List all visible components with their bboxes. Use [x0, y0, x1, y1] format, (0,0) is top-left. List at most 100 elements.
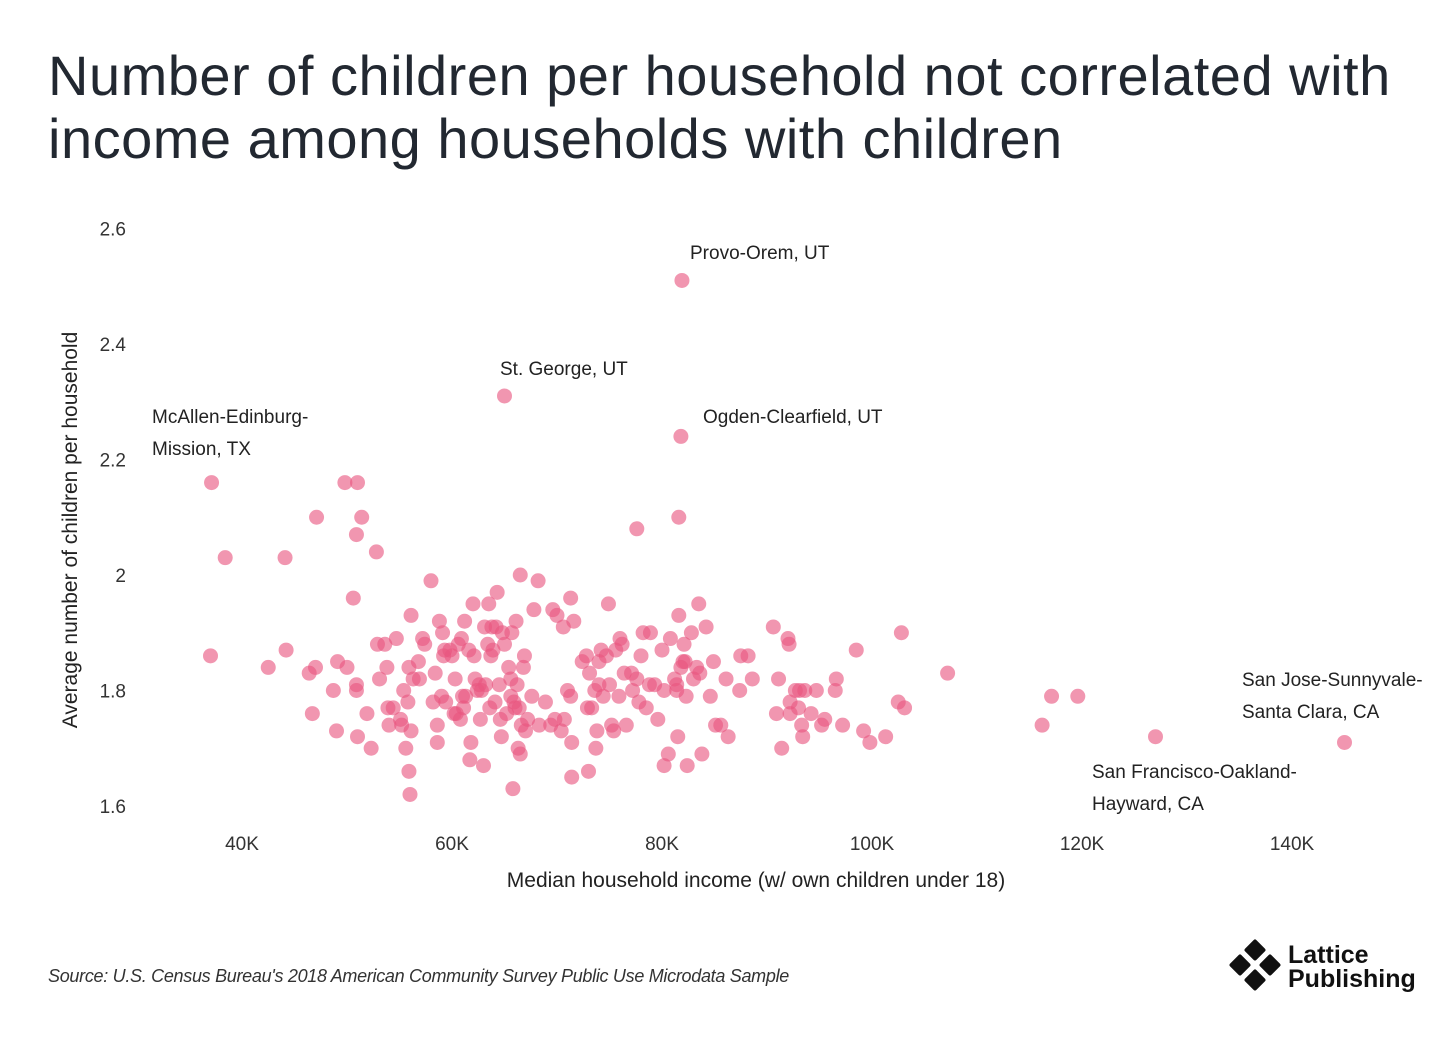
y-tick-label: 2.2: [100, 451, 126, 472]
data-point: [827, 683, 843, 698]
data-point: [476, 758, 491, 774]
data-point: [401, 763, 417, 779]
data-point: [564, 734, 580, 750]
data-point: [660, 746, 676, 762]
data-point: [671, 607, 687, 623]
data-point: [629, 521, 645, 537]
data-point: [530, 573, 546, 589]
data-point: [1034, 717, 1050, 733]
data-point: [629, 671, 645, 687]
data-point: [674, 272, 690, 288]
x-tick-label: 120K: [1060, 834, 1105, 855]
data-point: [614, 636, 630, 652]
y-axis-ticks: 1.6 1.8 2 2.2 2.4 2.6: [100, 220, 127, 819]
data-point: [774, 740, 790, 756]
data-point: [512, 567, 528, 583]
data-point: [363, 740, 379, 756]
data-point: [417, 636, 433, 652]
data-point: [563, 688, 579, 704]
data-point: [633, 648, 649, 664]
data-point: [398, 740, 414, 756]
data-point: [602, 677, 617, 693]
data-point: [835, 717, 851, 733]
data-point: [677, 654, 693, 670]
data-point: [671, 509, 687, 525]
data-point: [359, 706, 375, 722]
data-point: [456, 700, 472, 716]
data-point: [511, 700, 527, 716]
data-point: [453, 631, 469, 647]
data-point: [491, 677, 507, 693]
data-point: [591, 677, 607, 693]
data-point: [203, 648, 218, 664]
data-point: [600, 596, 616, 612]
data-point: [584, 700, 600, 716]
annotation-label: St. George, UT: [500, 359, 628, 380]
data-point: [862, 734, 878, 750]
data-point: [478, 677, 494, 693]
data-point: [679, 758, 695, 774]
data-point: [509, 677, 525, 693]
data-point: [673, 428, 689, 444]
data-point: [348, 683, 364, 698]
data-point: [791, 700, 806, 716]
data-point: [814, 717, 830, 733]
annotation-label: Ogden-Clearfield, UT: [703, 407, 883, 428]
data-point: [771, 671, 787, 687]
data-point: [520, 711, 536, 727]
data-point: [611, 688, 627, 704]
data-point: [765, 619, 781, 635]
data-point: [515, 659, 531, 675]
x-axis-ticks: 40K 60K 80K 100K 120K 140K: [225, 834, 1314, 855]
data-point: [447, 671, 463, 687]
data-point: [472, 711, 488, 727]
data-point: [277, 550, 293, 566]
data-point: [595, 688, 611, 704]
data-point: [372, 671, 388, 687]
logo-line-1: Lattice: [1288, 941, 1369, 969]
data-point: [732, 683, 748, 698]
source-note: Source: U.S. Census Bureau's 2018 Americ…: [48, 966, 790, 986]
data-point: [1337, 734, 1352, 750]
data-point: [1148, 729, 1163, 745]
data-point: [556, 711, 572, 727]
y-tick-label: 2.6: [100, 220, 126, 241]
data-point: [278, 642, 294, 658]
data-point: [588, 740, 604, 756]
data-point: [438, 694, 454, 710]
data-point: [698, 619, 714, 635]
data-point: [487, 694, 503, 710]
data-point: [435, 625, 451, 641]
data-point: [878, 729, 894, 745]
data-point: [654, 642, 670, 658]
data-point: [429, 717, 445, 733]
data-point: [396, 683, 412, 698]
data-point: [566, 613, 582, 629]
data-point: [650, 711, 666, 727]
data-point: [463, 734, 479, 750]
data-point: [379, 659, 395, 675]
data-point: [808, 683, 824, 698]
data-point: [512, 746, 528, 762]
data-point: [304, 706, 320, 722]
data-point: [828, 671, 844, 687]
data-point: [444, 648, 460, 664]
annotation-label: San Jose-Sunnyvale-Santa Clara, CA: [1242, 670, 1423, 723]
y-axis-label: Average number of children per household: [59, 332, 82, 729]
data-point: [458, 688, 474, 704]
data-point: [524, 688, 540, 704]
data-point: [260, 659, 276, 675]
data-point: [537, 694, 553, 710]
chart-title: Number of children per household not cor…: [48, 44, 1391, 170]
data-point: [403, 723, 419, 739]
data-point: [497, 388, 512, 404]
data-point: [531, 717, 547, 733]
data-point: [691, 596, 707, 612]
data-point: [794, 717, 810, 733]
data-point: [481, 596, 497, 612]
data-point: [204, 475, 220, 491]
y-tick-label: 2: [115, 566, 126, 587]
data-point: [329, 723, 344, 739]
data-point: [797, 683, 813, 698]
data-point: [678, 688, 694, 704]
